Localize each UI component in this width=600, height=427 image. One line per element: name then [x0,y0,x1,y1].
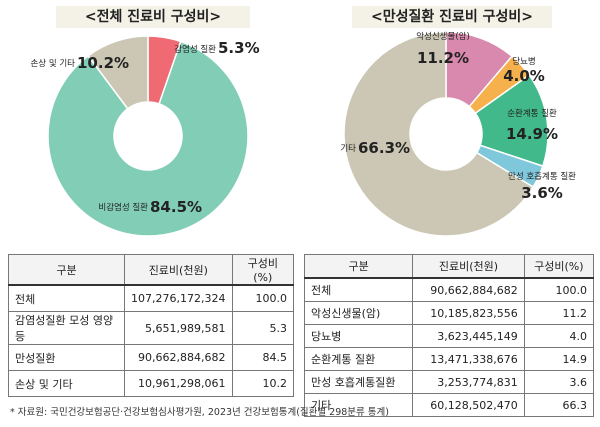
row-ratio: 14.9 [523,347,595,371]
row-cost: 3,253,774,831 [412,370,525,394]
row-cost: 90,662,884,682 [124,344,233,371]
row-name: 전체 [7,284,126,312]
source-footnote: * 자료원: 국민건강보험공단·건강보험심사평가원, 2023년 건강보험통계(… [10,407,389,418]
slice-value-label: 10.2% [77,54,129,72]
slice-value-label: 66.3% [358,139,410,157]
slice-name-label: 손상 및 기타 [30,58,75,69]
slice-name-label: 비감염성 질환 [98,202,148,213]
donut-slice-1 [47,40,249,237]
slice-name-label: 만성 호흡계통 질환 [508,171,576,182]
header-category: 구분 [303,254,414,279]
row-cost: 10,961,298,061 [124,370,233,397]
header-ratio: 구성비(%) [523,254,595,279]
donut-slice-4 [343,31,535,237]
row-ratio: 10.2 [231,370,295,397]
slice-name-label: 순환계통 질환 [507,108,557,119]
slice-name-label: 악성신생물(암) [416,31,470,42]
table-row: 만성질환 90,662,884,682 84.5 [7,344,295,371]
slice-value-label: 4.0% [503,67,545,85]
row-name: 전체 [303,277,414,302]
table-header-row: 구분 진료비(천원) 구성비(%) [303,254,595,279]
table-row: 만성 호흡계통질환 3,253,774,831 3.6 [303,370,595,394]
header-ratio: 구성비(%) [231,254,295,286]
table-row: 순환계통 질환 13,471,338,676 14.9 [303,347,595,371]
left-chart-title: <전체 진료비 구성비> [56,6,250,28]
table-header-row: 구분 진료비(천원) 구성비(%) [7,254,295,286]
row-cost: 10,185,823,556 [412,301,525,325]
slice-name-label: 감염성 질환 [174,44,216,55]
slice-value-label: 11.2% [417,49,469,67]
total-cost-donut-chart: 감염성 질환 5.3% 비감염성 질환 84.5% 손상 및 기타 10.2% [30,35,260,237]
row-cost: 5,651,989,581 [124,311,233,345]
slice-name-label: 기타 [340,144,356,154]
row-ratio: 4.0 [523,324,595,348]
table-row: 손상 및 기타 10,961,298,061 10.2 [7,370,295,397]
table-row: 전체 90,662,884,682 100.0 [303,277,595,302]
row-ratio: 100.0 [231,284,295,312]
header-cost: 진료비(천원) [412,254,525,279]
table-row: 감염성질환 모성 영양등 5,651,989,581 5.3 [7,311,295,345]
row-name: 기타 [303,393,414,417]
slice-value-label: 5.3% [218,39,260,57]
row-name: 만성 호흡계통질환 [303,370,414,394]
row-name: 감염성질환 모성 영양등 [7,311,126,345]
row-ratio: 66.3 [523,393,595,417]
row-cost: 13,471,338,676 [412,347,525,371]
row-name: 당뇨병 [303,324,414,348]
row-ratio: 11.2 [523,301,595,325]
row-ratio: 100.0 [523,277,595,302]
row-cost: 107,276,172,324 [124,284,233,312]
slice-value-label: 14.9% [506,125,558,143]
donut-slice-2 [474,74,549,168]
row-name: 만성질환 [7,344,126,371]
table-row: 전체 107,276,172,324 100.0 [7,284,295,312]
slice-value-label: 3.6% [521,184,563,202]
donut-slice-2 [87,35,149,110]
row-cost: 60,128,502,470 [412,393,525,417]
row-name: 손상 및 기타 [7,370,126,397]
row-cost: 3,623,445,149 [412,324,525,348]
row-ratio: 3.6 [523,370,595,394]
header-cost: 진료비(천원) [124,254,233,286]
table-row: 기타 60,128,502,470 66.3 [303,393,595,417]
slice-name-label: 당뇨병 [512,56,535,67]
table-row: 악성신생물(암) 10,185,823,556 11.2 [303,301,595,325]
chronic-cost-table: 구분 진료비(천원) 구성비(%) 전체 90,662,884,682 100.… [303,254,595,417]
row-name: 악성신생물(암) [303,301,414,325]
slice-value-label: 84.5% [150,198,202,216]
total-cost-table: 구분 진료비(천원) 구성비(%) 전체 107,276,172,324 100… [7,254,295,397]
table-row: 당뇨병 3,623,445,149 4.0 [303,324,595,348]
row-name: 순환계통 질환 [303,347,414,371]
header-category: 구분 [7,254,126,286]
row-ratio: 84.5 [231,344,295,371]
row-ratio: 5.3 [231,311,295,345]
right-chart-title: <만성질환 진료비 구성비> [352,6,552,28]
row-cost: 90,662,884,682 [412,277,525,302]
